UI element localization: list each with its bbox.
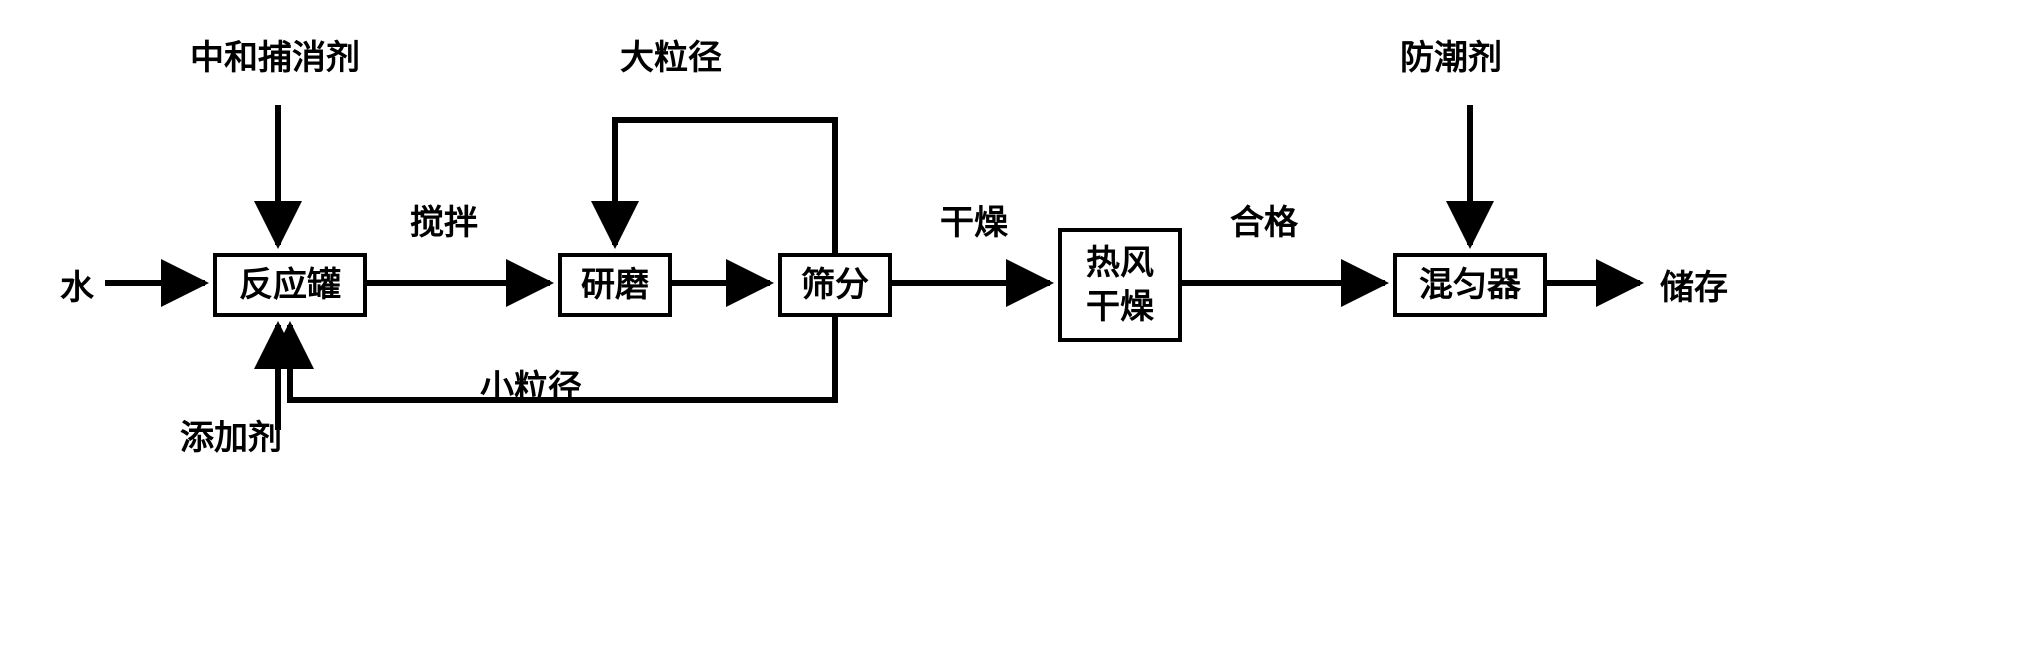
node-hotair-label2: 干燥 [1086, 288, 1155, 326]
node-stir-label: 搅拌 [410, 204, 478, 242]
node-water: 水 [60, 269, 95, 307]
node-neutral-label: 中和捕消剂 [190, 39, 360, 77]
node-store: 储存 [1660, 269, 1728, 307]
node-additive: 添加剂 [180, 419, 282, 457]
node-smalldia-label: 小粒径 [480, 369, 582, 407]
node-qualified-label: 合格 [1230, 204, 1299, 242]
node-smalldia: 小粒径 [480, 369, 582, 407]
node-sieve: 筛分 [780, 255, 890, 315]
node-antim: 防潮剂 [1400, 39, 1502, 77]
node-additive-label: 添加剂 [180, 419, 282, 457]
node-reactor: 反应罐 [215, 255, 365, 315]
node-stir: 搅拌 [410, 204, 478, 242]
node-sieve-label: 筛分 [801, 266, 869, 304]
node-hotair: 热风干燥 [1060, 230, 1180, 340]
node-bigdia-label: 大粒径 [620, 39, 722, 77]
node-bigdia: 大粒径 [620, 39, 722, 77]
node-qualified: 合格 [1230, 204, 1299, 242]
node-neutral: 中和捕消剂 [190, 39, 360, 77]
node-drylbl: 干燥 [940, 204, 1009, 242]
node-grind-label: 研磨 [581, 266, 649, 304]
node-antim-label: 防潮剂 [1400, 39, 1502, 77]
node-reactor-label: 反应罐 [239, 266, 341, 304]
node-mixer-label: 混匀器 [1419, 266, 1522, 304]
node-hotair-label1: 热风 [1086, 244, 1154, 282]
node-water-label: 水 [60, 269, 95, 307]
node-drylbl-label: 干燥 [940, 204, 1009, 242]
e_sieve_grind_big [615, 120, 835, 253]
node-grind: 研磨 [560, 255, 670, 315]
node-store-label: 储存 [1660, 269, 1728, 307]
node-mixer: 混匀器 [1395, 255, 1545, 315]
